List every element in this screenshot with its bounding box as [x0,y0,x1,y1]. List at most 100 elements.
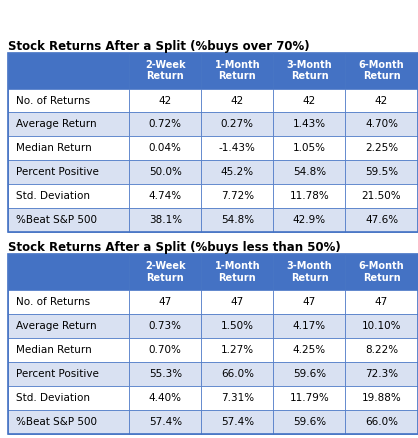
Bar [201,184,273,208]
Bar [129,254,201,290]
Bar [8,160,129,184]
Text: 47: 47 [303,297,316,307]
Text: No. of Returns: No. of Returns [15,95,90,106]
Text: 0.70%: 0.70% [149,345,182,355]
Bar [346,88,418,113]
Text: 47.6%: 47.6% [365,215,398,225]
Bar [201,53,273,88]
Text: Percent Positive: Percent Positive [15,369,99,379]
Text: 47: 47 [158,297,172,307]
Bar [273,362,346,386]
Bar [273,254,346,290]
Text: Median Return: Median Return [15,345,92,355]
Bar [346,386,418,410]
Text: 7.72%: 7.72% [221,191,254,201]
Text: 66.0%: 66.0% [365,417,398,427]
Bar [129,113,201,136]
Text: 2.25%: 2.25% [365,143,398,153]
Text: 4.40%: 4.40% [149,393,182,403]
Bar [8,208,129,232]
Bar [8,386,129,410]
Text: Median Return: Median Return [15,143,92,153]
Text: 42: 42 [158,95,172,106]
Bar [273,184,346,208]
Bar [129,136,201,160]
Text: 1.43%: 1.43% [293,120,326,130]
Bar [346,160,418,184]
Text: 0.04%: 0.04% [149,143,182,153]
Bar [273,53,346,88]
Bar [129,160,201,184]
Bar [8,136,129,160]
Text: 57.4%: 57.4% [149,417,182,427]
Bar [8,254,129,290]
Bar [129,314,201,338]
Bar [129,290,201,314]
Bar [346,184,418,208]
Text: Average Return: Average Return [15,321,96,331]
Text: 38.1%: 38.1% [149,215,182,225]
Text: 4.70%: 4.70% [365,120,398,130]
Text: 45.2%: 45.2% [221,167,254,177]
Bar [201,113,273,136]
Text: 8.22%: 8.22% [365,345,398,355]
Text: 21.50%: 21.50% [362,191,401,201]
Text: 0.72%: 0.72% [149,120,182,130]
Text: 55.3%: 55.3% [149,369,182,379]
Bar [129,362,201,386]
Bar [201,338,273,362]
Bar [346,254,418,290]
Text: 6-Month
Return: 6-Month Return [359,261,404,283]
Bar [346,362,418,386]
Text: 11.79%: 11.79% [290,393,329,403]
Bar [273,136,346,160]
Text: 1-Month
Return: 1-Month Return [214,261,260,283]
Bar [8,113,129,136]
Text: 72.3%: 72.3% [365,369,398,379]
Text: 2-Week
Return: 2-Week Return [145,60,186,81]
Bar [8,53,129,88]
Bar [346,290,418,314]
Text: 1.50%: 1.50% [221,321,254,331]
Text: 42: 42 [231,95,244,106]
Bar [8,410,129,434]
Bar [273,338,346,362]
Text: Percent Positive: Percent Positive [15,167,99,177]
Text: %Beat S&P 500: %Beat S&P 500 [15,215,97,225]
Bar [8,362,129,386]
Bar [273,314,346,338]
Text: 59.6%: 59.6% [293,417,326,427]
Text: 11.78%: 11.78% [290,191,329,201]
Bar [273,410,346,434]
Bar [129,88,201,113]
Bar [346,113,418,136]
Text: 10.10%: 10.10% [362,321,401,331]
Bar [273,160,346,184]
Text: 1.27%: 1.27% [221,345,254,355]
Text: 3-Month
Return: 3-Month Return [287,60,332,81]
Bar [129,386,201,410]
Text: 59.6%: 59.6% [293,369,326,379]
Bar [346,314,418,338]
Text: 2-Week
Return: 2-Week Return [145,261,186,283]
Bar [273,386,346,410]
Bar [201,314,273,338]
Text: 47: 47 [375,297,388,307]
Bar [346,338,418,362]
Text: Std. Deviation: Std. Deviation [15,191,89,201]
Text: 4.74%: 4.74% [149,191,182,201]
Bar [201,362,273,386]
Bar [346,53,418,88]
Bar [273,208,346,232]
Text: No. of Returns: No. of Returns [15,297,90,307]
Text: 66.0%: 66.0% [221,369,254,379]
Bar [8,314,129,338]
Bar [346,410,418,434]
Bar [129,184,201,208]
Bar [129,338,201,362]
Bar [201,88,273,113]
Text: 50.0%: 50.0% [149,167,182,177]
Bar [346,136,418,160]
Bar [273,113,346,136]
Text: 0.27%: 0.27% [221,120,254,130]
